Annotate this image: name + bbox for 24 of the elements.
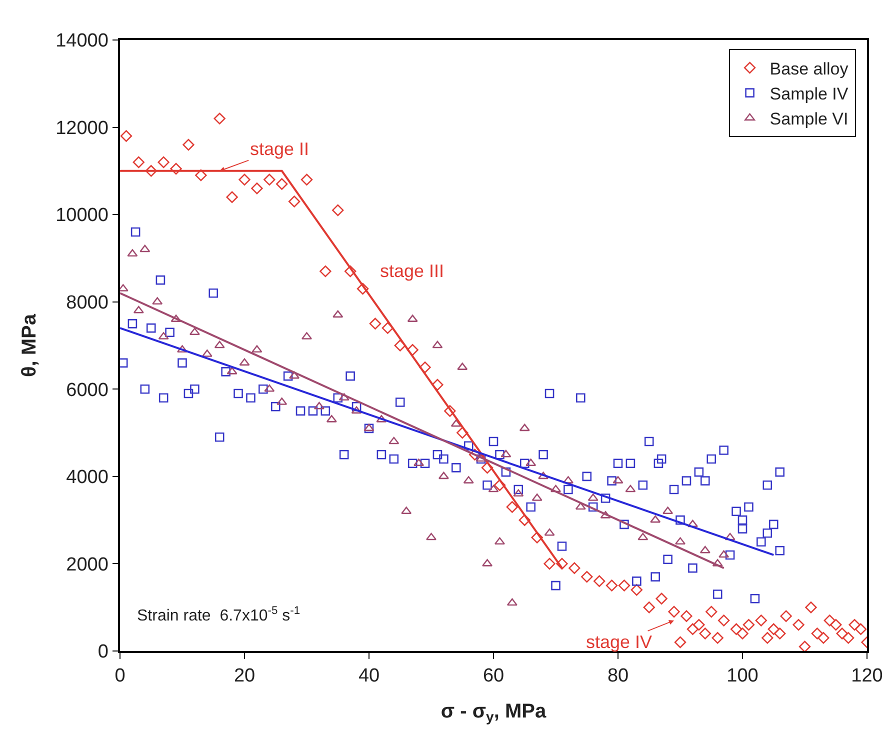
x-tick-label: 120	[851, 666, 883, 687]
legend-label: Base alloy	[770, 59, 849, 78]
y-tick-label: 0	[98, 642, 108, 663]
y-axis-title: θ, MPa	[18, 313, 41, 378]
x-tick-label: 100	[726, 666, 758, 687]
legend-label: Sample IV	[770, 84, 849, 104]
x-tick-label: 40	[358, 666, 380, 687]
y-tick-label: 8000	[66, 292, 108, 314]
legend-label: Sample VI	[770, 110, 848, 129]
y-tick-label: 14000	[56, 30, 108, 52]
x-tick-label: 80	[607, 666, 629, 687]
y-tick-label: 12000	[56, 118, 108, 139]
annotation: stage IV	[586, 632, 652, 652]
x-tick-label: 20	[234, 666, 256, 687]
x-tick-label: 60	[482, 666, 504, 687]
annotation: stage III	[380, 261, 444, 281]
y-tick-label: 4000	[66, 467, 108, 488]
y-tick-label: 10000	[56, 205, 108, 226]
annotation: Strain rate 6.7x10$^{-5}$ s$^{-1}$	[137, 605, 300, 625]
x-axis-title: σ - σ$_{y}$, MPa	[440, 700, 547, 725]
annotation: stage II	[250, 139, 310, 159]
x-tick-label: 0	[114, 666, 126, 687]
y-tick-label: 2000	[66, 554, 108, 576]
y-tick-label: 6000	[66, 380, 108, 401]
